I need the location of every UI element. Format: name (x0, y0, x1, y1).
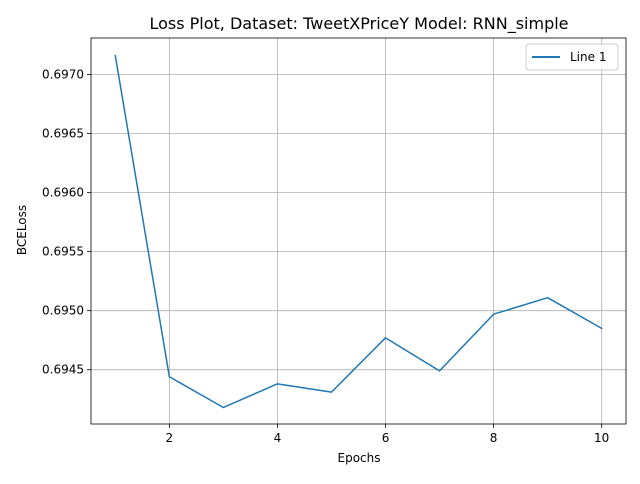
ticks: 2 4 6 8 10 0.6945 0.6950 0.6955 0.6960 0.6965 0.69… (42, 68, 609, 445)
plot-frame (90, 37, 627, 425)
x-tick-label: 10 (594, 431, 609, 445)
x-axis-label: Epochs (338, 451, 381, 465)
data-point (547, 297, 549, 299)
x-tick-label: 8 (490, 431, 498, 445)
y-tick-label: 0.6965 (42, 127, 84, 141)
data-point (168, 376, 170, 378)
legend-label: Line 1 (570, 50, 606, 64)
data-point (439, 370, 441, 372)
x-tick-label: 6 (382, 431, 390, 445)
data-point (493, 313, 495, 315)
y-tick-label: 0.6945 (42, 363, 84, 377)
legend-frame (525, 43, 619, 71)
data-point (601, 327, 603, 329)
data-point (385, 337, 387, 339)
x-tick-label: 4 (274, 431, 282, 445)
y-tick-label: 0.6950 (42, 304, 84, 318)
data-point (331, 391, 333, 393)
data-point (222, 407, 224, 409)
x-tick-label: 2 (166, 431, 174, 445)
grid (91, 38, 626, 424)
series-line (114, 54, 603, 409)
y-tick-label: 0.6960 (42, 186, 84, 200)
legend: Line 1 (525, 43, 619, 71)
y-tick-label: 0.6970 (42, 68, 84, 82)
y-tick-label: 0.6955 (42, 245, 84, 259)
chart-title: Loss Plot, Dataset: TweetXPriceY Model: … (149, 14, 568, 34)
data-point (114, 55, 116, 57)
data-point (277, 383, 279, 385)
y-axis-label: BCELoss (15, 205, 29, 255)
series (114, 54, 603, 409)
